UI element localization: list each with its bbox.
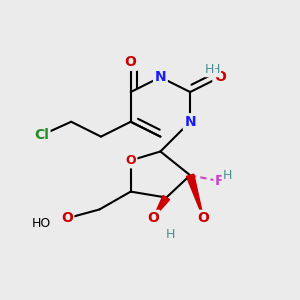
Text: H: H xyxy=(205,63,214,76)
Text: H: H xyxy=(166,228,176,241)
Text: O: O xyxy=(125,55,136,69)
Text: O: O xyxy=(198,212,209,225)
Text: H: H xyxy=(223,169,232,182)
Text: O: O xyxy=(61,212,73,225)
Text: N: N xyxy=(154,70,166,84)
Polygon shape xyxy=(186,174,203,218)
Text: Cl: Cl xyxy=(34,128,49,142)
Polygon shape xyxy=(153,196,169,218)
Text: O: O xyxy=(214,70,226,84)
Text: HO: HO xyxy=(32,217,51,230)
Text: F: F xyxy=(215,174,225,188)
Text: O: O xyxy=(125,154,136,167)
Text: N: N xyxy=(184,115,196,129)
Text: O: O xyxy=(147,212,159,225)
Text: H: H xyxy=(211,63,220,76)
